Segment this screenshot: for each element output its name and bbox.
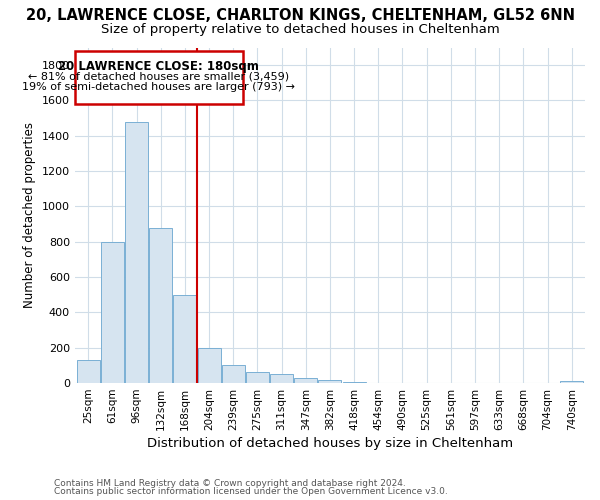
Bar xyxy=(101,242,124,383)
FancyBboxPatch shape xyxy=(75,51,243,104)
Bar xyxy=(77,360,100,383)
Bar xyxy=(149,228,172,383)
Bar xyxy=(270,374,293,383)
Text: 19% of semi-detached houses are larger (793) →: 19% of semi-detached houses are larger (… xyxy=(22,82,295,92)
Bar xyxy=(173,295,196,383)
Text: ← 81% of detached houses are smaller (3,459): ← 81% of detached houses are smaller (3,… xyxy=(28,72,289,82)
Bar xyxy=(197,348,221,383)
Text: 20, LAWRENCE CLOSE, CHARLTON KINGS, CHELTENHAM, GL52 6NN: 20, LAWRENCE CLOSE, CHARLTON KINGS, CHEL… xyxy=(25,8,575,22)
Bar xyxy=(246,372,269,383)
Bar xyxy=(125,122,148,383)
X-axis label: Distribution of detached houses by size in Cheltenham: Distribution of detached houses by size … xyxy=(147,437,513,450)
Text: Contains HM Land Registry data © Crown copyright and database right 2024.: Contains HM Land Registry data © Crown c… xyxy=(54,478,406,488)
Text: Size of property relative to detached houses in Cheltenham: Size of property relative to detached ho… xyxy=(101,22,499,36)
Bar xyxy=(295,378,317,383)
Bar xyxy=(343,382,365,383)
Text: 20 LAWRENCE CLOSE: 180sqm: 20 LAWRENCE CLOSE: 180sqm xyxy=(58,60,259,72)
Bar xyxy=(222,364,245,383)
Y-axis label: Number of detached properties: Number of detached properties xyxy=(23,122,37,308)
Bar xyxy=(560,381,583,383)
Text: Contains public sector information licensed under the Open Government Licence v3: Contains public sector information licen… xyxy=(54,487,448,496)
Bar xyxy=(319,380,341,383)
